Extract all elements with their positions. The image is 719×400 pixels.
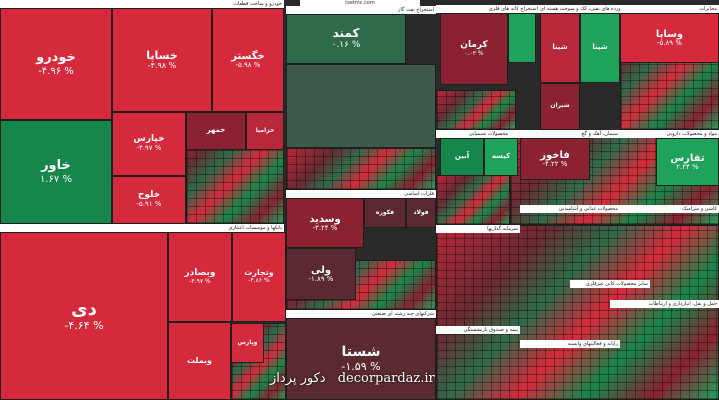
tile-fouladh[interactable]: فولاد [406,198,436,228]
tile-vesader[interactable]: وبصادر -۴.۹۷ % [168,232,232,322]
tile-khavar[interactable]: خاور ۱.۶۷ % [0,120,112,224]
sector-header-insurance: بیمه و صندوق بازنشستگی [436,326,520,334]
small-tiles-block [436,225,719,400]
tile-group-oil [286,64,436,148]
tile-khaaras[interactable]: خپارس -۴.۹۷ % [112,112,186,176]
tile-vetejarat[interactable]: وتجارت -۴.۸۶ % [232,232,286,322]
tile-khemhar[interactable]: خمهر [186,112,246,150]
sector-header-telecom: مخابرات [620,5,719,13]
watermark: دکور پرداز decorpardaz.ir [270,371,435,386]
small-tiles-block [436,175,510,225]
sector-header-misc: سایر محصولات کانی غیرفلزی [570,280,650,288]
sector-header-mining: استخراج کانه های فلزی [436,5,540,13]
tile-khoroj[interactable]: خلوح -۵.۹۱ % [112,176,186,224]
sector-header-pharma: مواد و محصولات دارویی [620,130,719,138]
tile-shasta[interactable]: شستا -۱.۵۹ % [286,318,436,400]
sector-header-food: محصولات غذایی و آشامیدنی [520,205,620,213]
tile-abin[interactable]: آبین [440,138,484,176]
tile-kerman[interactable]: کرمان ۰.۰۳ % [440,13,508,85]
tile-khodro[interactable]: خودرو -۴.۹۶ % [0,8,112,120]
sector-header-transport: حمل و نقل، انبارداری و ارتباطات [610,300,719,308]
tile-vasapa[interactable]: وساپا -۵.۸۹ % [620,13,719,63]
tile-kisme[interactable]: کیسه [484,138,518,176]
sector-header-banks: بانکها و موسسات اعتباری [0,224,284,232]
tile-vepars[interactable]: وپارس [231,323,264,363]
tile-vebmellat[interactable]: وبملت [168,322,231,400]
sector-header-metals: فلزات اساسی [286,190,436,198]
sector-header-invest: سرمایه گذاریها [436,225,520,233]
tile-fakouz[interactable]: فکوزه [364,198,406,228]
tile-shiran[interactable]: شیران [540,83,580,130]
tile-khazamia[interactable]: خزامیا [246,112,284,150]
tile-khegostar[interactable]: خگستر -۵.۹۸ % [212,8,284,112]
sector-header-it: رایانه و فعالیتهای وابسته [520,340,620,348]
sector-header-multi: شرکتهای چند رشته ای صنعتی [286,310,436,318]
sector-header-refinery: فرآورده های نفتی، کک و سوخت هسته ای [540,5,620,13]
sector-header-oil: استخراج نفت گاز [286,6,436,14]
small-tiles-block [286,148,436,190]
tile-fakhoor[interactable]: فاخوز -۴.۲۲ % [520,138,590,180]
sector-header-chem: محصولات شیمیایی [436,130,510,138]
tile-mining-small [508,13,536,63]
sector-header-auto: خودرو و ساخت قطعات [0,0,284,8]
tile-vasedid[interactable]: وسدید -۳.۲۴ % [286,198,364,248]
tile-fali[interactable]: ولی -۱.۸۹ % [286,248,356,300]
sector-header-cement: سیمان، آهک و گچ [510,130,620,138]
sector-header-ceramic: کاشی و سرامیک [620,205,719,213]
tile-shina[interactable]: شینا [540,13,580,83]
tile-di[interactable]: دی -۴.۶۴ % [0,232,168,400]
tile-tefars[interactable]: تفارس ۲.۲۴ % [656,138,719,186]
tile-kamand[interactable]: کمند ۰.۱۶ % [286,14,406,64]
site-url: tsetmc.com [300,0,420,6]
small-tiles-block [436,90,516,130]
tile-shepna[interactable]: شپنا [580,13,620,83]
tile-khapa[interactable]: خساپا -۴.۹۸ % [112,8,212,112]
